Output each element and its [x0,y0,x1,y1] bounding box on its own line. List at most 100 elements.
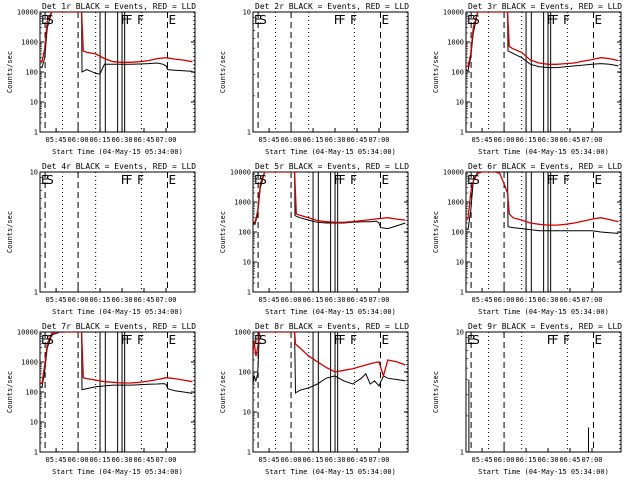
event-marker-label: S [46,173,54,187]
event-marker-label: E [41,173,49,187]
x-tick-label: 06:00 [494,136,515,144]
y-axis-label: Counts/sec [432,211,440,253]
x-tick-label: 06:00 [68,296,89,304]
y-tick-label: 100 [25,69,38,77]
event-marker-label: E [467,173,475,187]
x-tick-label: 06:15 [516,296,537,304]
y-tick-label: 1000 [234,199,251,207]
chart-title: Det 2r BLACK = Events, RED = LLD [255,2,409,11]
panel-det-2r: Det 2r BLACK = Events, RED = LLD Counts/s… [219,2,409,156]
x-tick-label: 06:30 [537,296,558,304]
event-marker-label: F [137,173,144,187]
y-tick-label: 100 [451,69,464,77]
event-marker-label: F [547,13,554,27]
x-tick-label: 07:00 [581,456,602,464]
x-tick-label: 06:45 [133,296,154,304]
x-tick-label: 06:30 [324,456,345,464]
y-tick-label: 10 [30,99,38,107]
y-tick-label: 1000 [234,329,251,337]
event-marker-label: E [594,333,602,347]
x-tick-label: 07:00 [368,456,389,464]
y-tick-label: 1 [34,449,38,457]
event-marker-label: S [259,333,267,347]
y-tick-label: 10000 [17,329,38,337]
x-axis-label: Start Time (04-May-15 05:34:00) [52,148,183,156]
chart-title: Det 9r BLACK = Events, RED = LLD [468,322,622,331]
panel-det-1r: Det 1r BLACK = Events, RED = LLD Counts/s… [6,2,196,156]
x-tick-label: 06:45 [346,136,367,144]
event-marker-label: F [552,333,559,347]
x-tick-label: 05:45 [46,296,67,304]
panel-det-6r: Det 6r BLACK = Events, RED = LLD Counts/s… [432,162,622,316]
y-tick-label: 10 [456,259,464,267]
event-marker-label: F [339,13,346,27]
event-marker-label: F [547,333,554,347]
x-tick-label: 06:30 [324,136,345,144]
event-marker-label: F [126,13,133,27]
y-tick-label: 10 [243,409,251,417]
plot-frame [252,11,409,133]
event-marker-label: F [121,333,128,347]
x-tick-label: 06:45 [346,456,367,464]
panel-det-9r: Det 9r BLACK = Events, RED = LLD Counts/s… [432,322,622,476]
x-tick-label: 05:45 [472,296,493,304]
y-tick-label: 1 [460,289,464,297]
y-axis-label: Counts/sec [6,371,14,413]
y-tick-label: 100 [451,229,464,237]
x-tick-label: 06:15 [90,136,111,144]
x-tick-label: 06:45 [559,456,580,464]
x-tick-label: 06:30 [111,296,132,304]
x-tick-label: 06:45 [559,296,580,304]
y-tick-label: 1 [247,289,251,297]
event-marker-label: F [563,173,570,187]
event-marker-label: F [563,13,570,27]
y-tick-label: 1 [460,449,464,457]
x-tick-label: 06:45 [346,296,367,304]
y-tick-label: 1 [34,129,38,137]
event-marker-label: S [472,173,480,187]
x-tick-label: 06:00 [281,456,302,464]
x-tick-label: 06:00 [68,456,89,464]
x-tick-label: 06:45 [559,136,580,144]
y-tick-label: 1000 [21,39,38,47]
event-marker-label: F [552,13,559,27]
event-marker-label: E [467,13,475,27]
x-tick-label: 05:45 [46,136,67,144]
series-events [466,172,619,234]
y-tick-label: 100 [238,229,251,237]
y-axis-label: Counts/sec [6,51,14,93]
series-lld [466,172,619,226]
x-tick-label: 06:00 [281,296,302,304]
y-tick-label: 10 [30,419,38,427]
y-tick-label: 10 [243,259,251,267]
x-tick-label: 07:00 [581,136,602,144]
x-axis-label: Start Time (04-May-15 05:34:00) [265,468,396,476]
x-tick-label: 06:00 [68,136,89,144]
x-axis-label: Start Time (04-May-15 05:34:00) [478,148,609,156]
event-marker-label: E [168,333,176,347]
event-marker-label: S [46,13,54,27]
series-events [40,12,193,75]
event-marker-label: E [168,173,176,187]
y-tick-label: 10 [243,9,251,17]
x-tick-label: 05:45 [259,456,280,464]
y-tick-label: 100 [238,369,251,377]
event-marker-label: F [126,173,133,187]
y-axis-label: Counts/sec [219,51,227,93]
chart-title: Det 3r BLACK = Events, RED = LLD [468,2,622,11]
x-tick-label: 05:45 [472,456,493,464]
event-marker-label: E [254,13,262,27]
x-axis-label: Start Time (04-May-15 05:34:00) [265,148,396,156]
event-marker-label: F [121,173,128,187]
x-tick-label: 06:00 [494,296,515,304]
x-tick-label: 06:30 [537,456,558,464]
x-axis-label: Start Time (04-May-15 05:34:00) [52,308,183,316]
event-marker-label: E [381,13,389,27]
y-tick-label: 1 [460,129,464,137]
chart-title: Det 7r BLACK = Events, RED = LLD [42,322,196,331]
event-marker-label: F [137,13,144,27]
event-marker-label: F [126,333,133,347]
x-axis-label: Start Time (04-May-15 05:34:00) [265,308,396,316]
